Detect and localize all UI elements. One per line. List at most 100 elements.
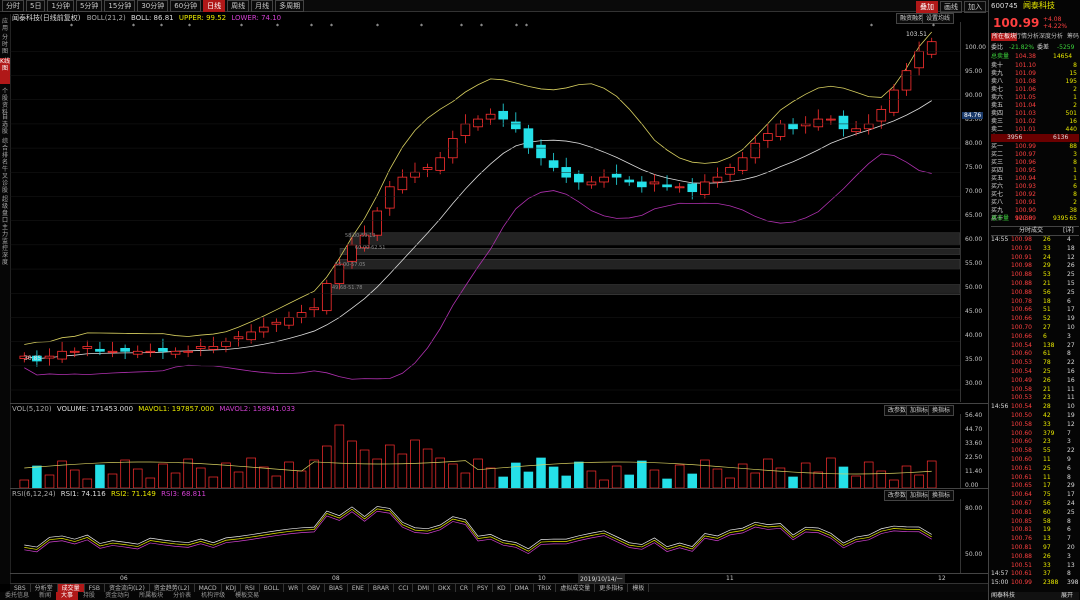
indicator-tab-13[interactable]: ENE [348, 584, 369, 593]
period-tab-60min[interactable]: 60分钟 [170, 0, 202, 12]
overlay-button[interactable]: 叠加 [916, 1, 938, 13]
indicator-tab-24[interactable]: 更多指标 [595, 584, 629, 593]
expand-button[interactable]: 展开 [1061, 592, 1074, 599]
panel-tab-depth[interactable]: 深度分析 [1039, 33, 1064, 40]
indicator-tab-9[interactable]: BOLL [260, 584, 285, 593]
ask-row[interactable]: 卖二 101.01 440 [991, 126, 1079, 134]
panel-tab-quote[interactable]: 行情分析 [1015, 33, 1040, 40]
trade-v: 97 [1043, 544, 1051, 551]
ask-row[interactable]: 卖六 101.05 1 [991, 94, 1079, 102]
period-tab-15min[interactable]: 15分钟 [104, 0, 136, 12]
ask-row[interactable]: 卖八 101.08 195 [991, 78, 1079, 86]
trade-row: 100.51 33 13 [991, 562, 1079, 570]
vol-switch-indicator-button[interactable]: 换指标 [928, 405, 955, 416]
left-nav-item-kline[interactable]: K线图 [0, 58, 10, 84]
indicator-tab-2[interactable]: 成交量 [57, 584, 85, 593]
left-nav-item-app[interactable]: 应用 [1, 18, 8, 32]
bottom-tab-3[interactable]: 持股 [83, 592, 96, 599]
indicator-tab-23[interactable]: 虚拟成交量 [556, 584, 596, 593]
ask-row[interactable]: 卖十 101.10 8 [991, 62, 1079, 70]
period-tab-daily[interactable]: 日线 [203, 0, 226, 12]
panel-tab-sector[interactable]: 所在板块 [991, 33, 1018, 41]
indicator-tab-3[interactable]: FSB [85, 584, 105, 593]
bottom-tab-0[interactable]: 委托信息 [5, 592, 30, 599]
left-nav-item-ranking[interactable]: 综合排名 [1, 138, 8, 166]
left-nav-item-watchlist[interactable]: 自选股 [1, 114, 8, 135]
bid-row[interactable]: 买五 100.94 1 [991, 175, 1079, 183]
indicator-tab-15[interactable]: CCI [394, 584, 414, 593]
panel-tab-chips[interactable]: 筹码 [1067, 33, 1080, 40]
bid-row[interactable]: 买八 100.91 2 [991, 199, 1079, 207]
bid-row[interactable]: 买六 100.93 6 [991, 183, 1079, 191]
period-tab-weekly[interactable]: 周线 [227, 0, 250, 12]
indicator-tab-5[interactable]: 资金趋势(L2) [150, 584, 195, 593]
bottom-tab-6[interactable]: 分价表 [173, 592, 192, 599]
trade-p: 100.70 [1011, 324, 1032, 331]
bid-row[interactable]: 买九 100.90 38 [991, 207, 1079, 215]
period-tab-multi[interactable]: 多周期 [275, 0, 305, 12]
trade-v: 19 [1043, 526, 1051, 534]
bid-row[interactable]: 买四 100.95 1 [991, 167, 1079, 175]
period-tab-1min[interactable]: 1分钟 [47, 0, 74, 12]
volume-chart[interactable] [10, 414, 960, 488]
indicator-tab-22[interactable]: TRIX [534, 584, 557, 593]
indicator-tab-19[interactable]: PSY [473, 584, 494, 593]
left-nav-item-depth[interactable]: 深度 [1, 252, 8, 266]
indicator-tab-18[interactable]: CR [456, 584, 473, 593]
indicator-tab-7[interactable]: KDJ [222, 584, 241, 593]
indicator-tab-11[interactable]: OBV [303, 584, 326, 593]
left-nav-item-monitor[interactable]: 主力监控 [1, 224, 8, 252]
trade-row: 100.53 78 22 [991, 359, 1079, 367]
indicator-tab-17[interactable]: DKX [434, 584, 456, 593]
indicator-tab-8[interactable]: RSI [241, 584, 260, 593]
left-nav-item-diagnosis[interactable]: 牛叉诊股 [1, 166, 8, 194]
ask-row[interactable]: 卖三 101.02 16 [991, 118, 1079, 126]
bid-row[interactable]: 买十 100.89 65 [991, 215, 1079, 223]
indicator-tab-14[interactable]: BRAR [369, 584, 395, 593]
bottom-tab-1[interactable]: 新闻 [39, 592, 52, 599]
bid-row[interactable]: 买二 100.97 3 [991, 151, 1079, 159]
draw-line-button[interactable]: 画线 [940, 1, 962, 13]
ask-row[interactable]: 卖七 101.06 2 [991, 86, 1079, 94]
trades-detail-link[interactable]: [详] [1063, 227, 1074, 234]
indicator-tab-20[interactable]: KD [493, 584, 511, 593]
left-nav-item-timeshare[interactable]: 分时图 [1, 34, 8, 55]
period-tab-5day[interactable]: 5日 [26, 0, 46, 12]
indicator-tab-1[interactable]: 分析堂 [31, 584, 58, 593]
ma-settings-button[interactable]: 设置均线 [922, 13, 955, 24]
left-nav-item-orderbook[interactable]: 超级盘口 [1, 196, 8, 224]
add-button[interactable]: 加入 [964, 1, 986, 13]
left-nav-item-profile[interactable]: 个股资料 [1, 88, 8, 116]
bottom-tab-8[interactable]: 模板交易 [235, 592, 260, 599]
indicator-tab-10[interactable]: WR [284, 584, 304, 593]
bottom-tab-4[interactable]: 资金动向 [105, 592, 130, 599]
indicator-tab-4[interactable]: 资金流向(L2) [105, 584, 150, 593]
period-tab-monthly[interactable]: 月线 [251, 0, 274, 12]
bid-row[interactable]: 买七 100.92 8 [991, 191, 1079, 199]
indicator-tab-12[interactable]: BIAS [325, 584, 348, 593]
bottom-tab-5[interactable]: 所属板块 [139, 592, 164, 599]
bottom-tab-7[interactable]: 机构评级 [201, 592, 226, 599]
footer-stock-name: 闻泰科技 [991, 592, 1016, 599]
rsi-switch-indicator-button[interactable]: 换指标 [928, 490, 955, 501]
indicator-tab-6[interactable]: MACD [195, 584, 222, 593]
ask-row[interactable]: 卖四 101.03 501 [991, 110, 1079, 118]
bid-row[interactable]: 买一 100.99 88 [991, 143, 1079, 151]
period-tab-30min[interactable]: 30分钟 [137, 0, 169, 12]
divider [10, 403, 988, 404]
indicator-tab-16[interactable]: DMI [413, 584, 434, 593]
indicator-tab-21[interactable]: DMA [511, 584, 534, 593]
ask-level-label: 卖二 [991, 126, 1004, 133]
ask-row[interactable]: 卖九 101.09 15 [991, 70, 1079, 78]
rsi-chart[interactable] [10, 499, 960, 573]
ask-row[interactable]: 卖五 101.04 2 [991, 102, 1079, 110]
period-tab-5min[interactable]: 5分钟 [75, 0, 103, 12]
indicator-tab-0[interactable]: SBS [10, 584, 31, 593]
bid-row[interactable]: 买三 100.96 8 [991, 159, 1079, 167]
indicator-tab-25[interactable]: 模板 [628, 584, 650, 593]
bottom-tab-2[interactable]: 大事 [56, 592, 79, 600]
y-tick: 11.40 [965, 468, 983, 475]
period-tab-minute[interactable]: 分时 [2, 0, 24, 12]
kline-chart[interactable]: * * * * * * * * * * * * * * * * 60.00-62.51 58.00-59.13… [10, 22, 988, 402]
bid-level-label: 买十 [991, 215, 1004, 222]
